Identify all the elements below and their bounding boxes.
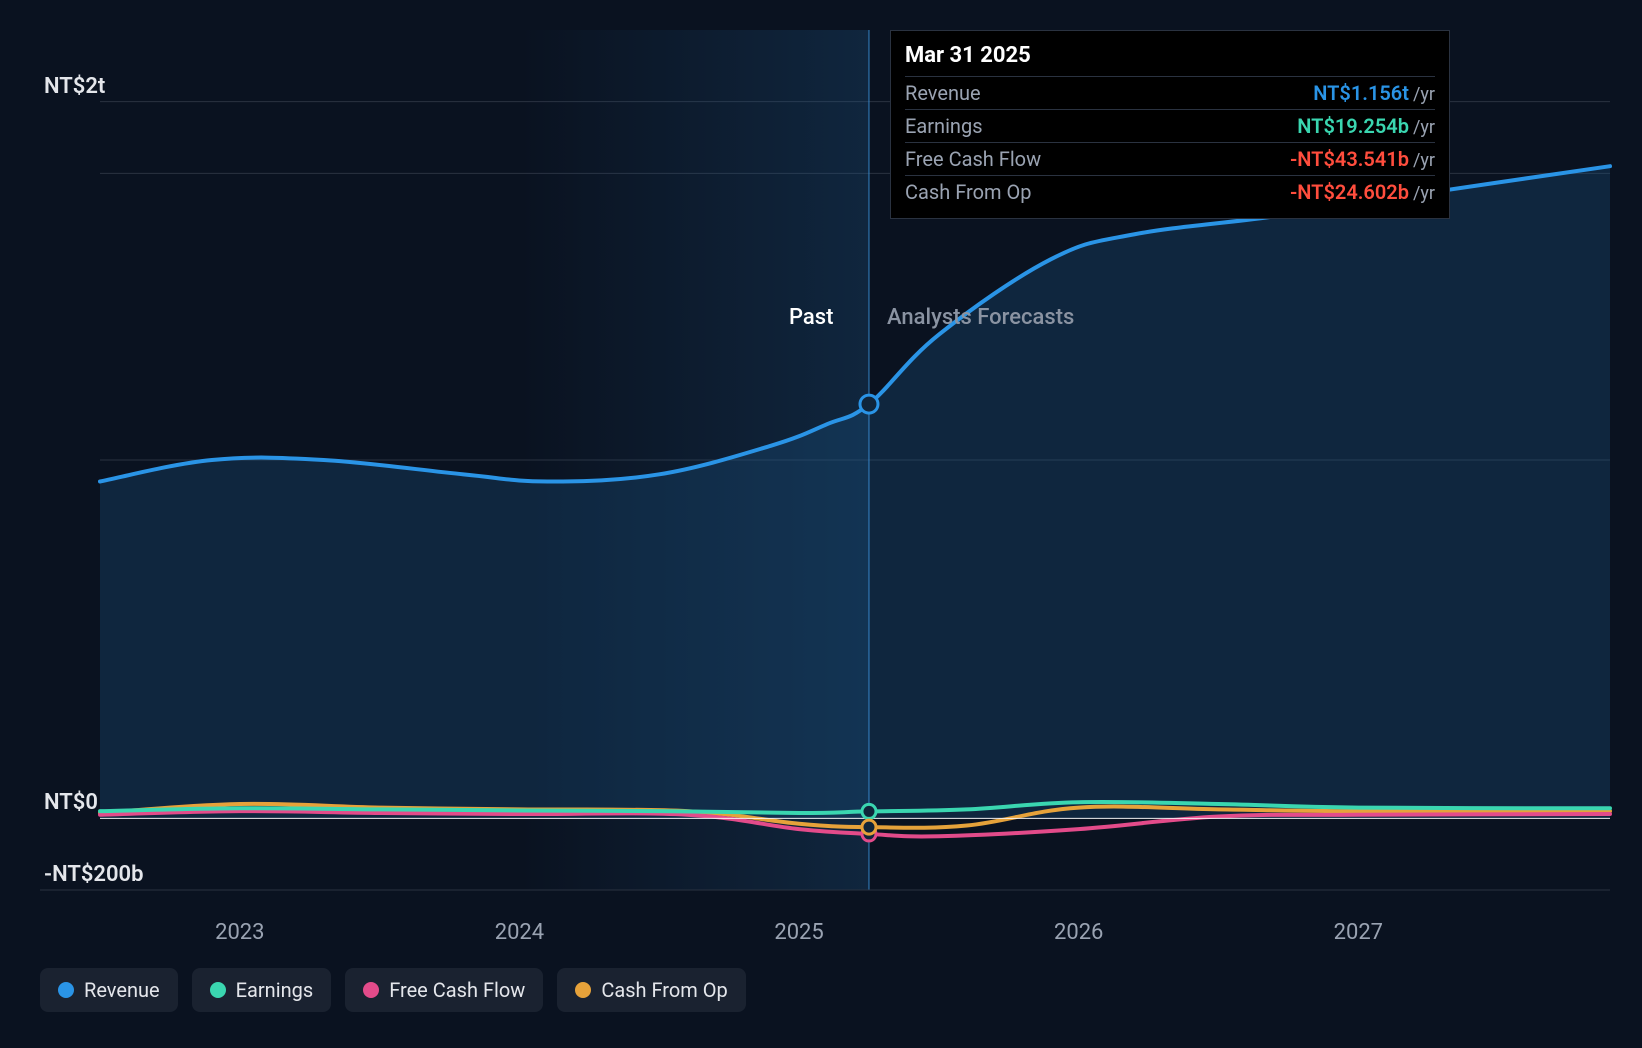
y-axis-label: NT$2t	[44, 74, 105, 99]
region-label-forecast: Analysts Forecasts	[887, 305, 1074, 330]
tooltip-row-label: Free Cash Flow	[905, 143, 1162, 176]
x-axis-tick: 2024	[495, 920, 544, 945]
legend-dot-icon	[58, 982, 74, 998]
tooltip-row-label: Revenue	[905, 77, 1162, 110]
tooltip-row: EarningsNT$19.254b/yr	[905, 110, 1435, 143]
legend-item-fcf[interactable]: Free Cash Flow	[345, 968, 543, 1012]
region-label-past: Past	[789, 305, 833, 330]
chart-legend: Revenue Earnings Free Cash Flow Cash From O…	[40, 968, 746, 1012]
tooltip-row-label: Cash From Op	[905, 176, 1162, 209]
legend-item-label: Free Cash Flow	[389, 978, 525, 1002]
x-axis-tick: 2025	[774, 920, 823, 945]
chart-tooltip: Mar 31 2025 RevenueNT$1.156t/yrEarningsN…	[890, 30, 1450, 219]
legend-item-earnings[interactable]: Earnings	[192, 968, 332, 1012]
financial-chart: Mar 31 2025 RevenueNT$1.156t/yrEarningsN…	[0, 0, 1642, 1048]
legend-dot-icon	[210, 982, 226, 998]
tooltip-row: Free Cash Flow-NT$43.541b/yr	[905, 143, 1435, 176]
y-axis-label: -NT$200b	[44, 862, 144, 887]
tooltip-row: RevenueNT$1.156t/yr	[905, 77, 1435, 110]
tooltip-row: Cash From Op-NT$24.602b/yr	[905, 176, 1435, 209]
legend-dot-icon	[575, 982, 591, 998]
y-axis-label: NT$0	[44, 790, 98, 815]
tooltip-row-value: -NT$43.541b/yr	[1162, 143, 1435, 176]
legend-item-label: Cash From Op	[601, 978, 727, 1002]
x-axis-tick: 2026	[1054, 920, 1103, 945]
legend-item-revenue[interactable]: Revenue	[40, 968, 178, 1012]
legend-item-cfo[interactable]: Cash From Op	[557, 968, 745, 1012]
tooltip-row-value: -NT$24.602b/yr	[1162, 176, 1435, 209]
x-axis-tick: 2023	[215, 920, 264, 945]
tooltip-row-value: NT$1.156t/yr	[1162, 77, 1435, 110]
tooltip-row-label: Earnings	[905, 110, 1162, 143]
tooltip-date: Mar 31 2025	[905, 39, 1435, 76]
tooltip-row-value: NT$19.254b/yr	[1162, 110, 1435, 143]
legend-dot-icon	[363, 982, 379, 998]
tooltip-table: RevenueNT$1.156t/yrEarningsNT$19.254b/yr…	[905, 76, 1435, 208]
x-axis-tick: 2027	[1334, 920, 1383, 945]
legend-item-label: Revenue	[84, 978, 160, 1002]
legend-item-label: Earnings	[236, 978, 314, 1002]
